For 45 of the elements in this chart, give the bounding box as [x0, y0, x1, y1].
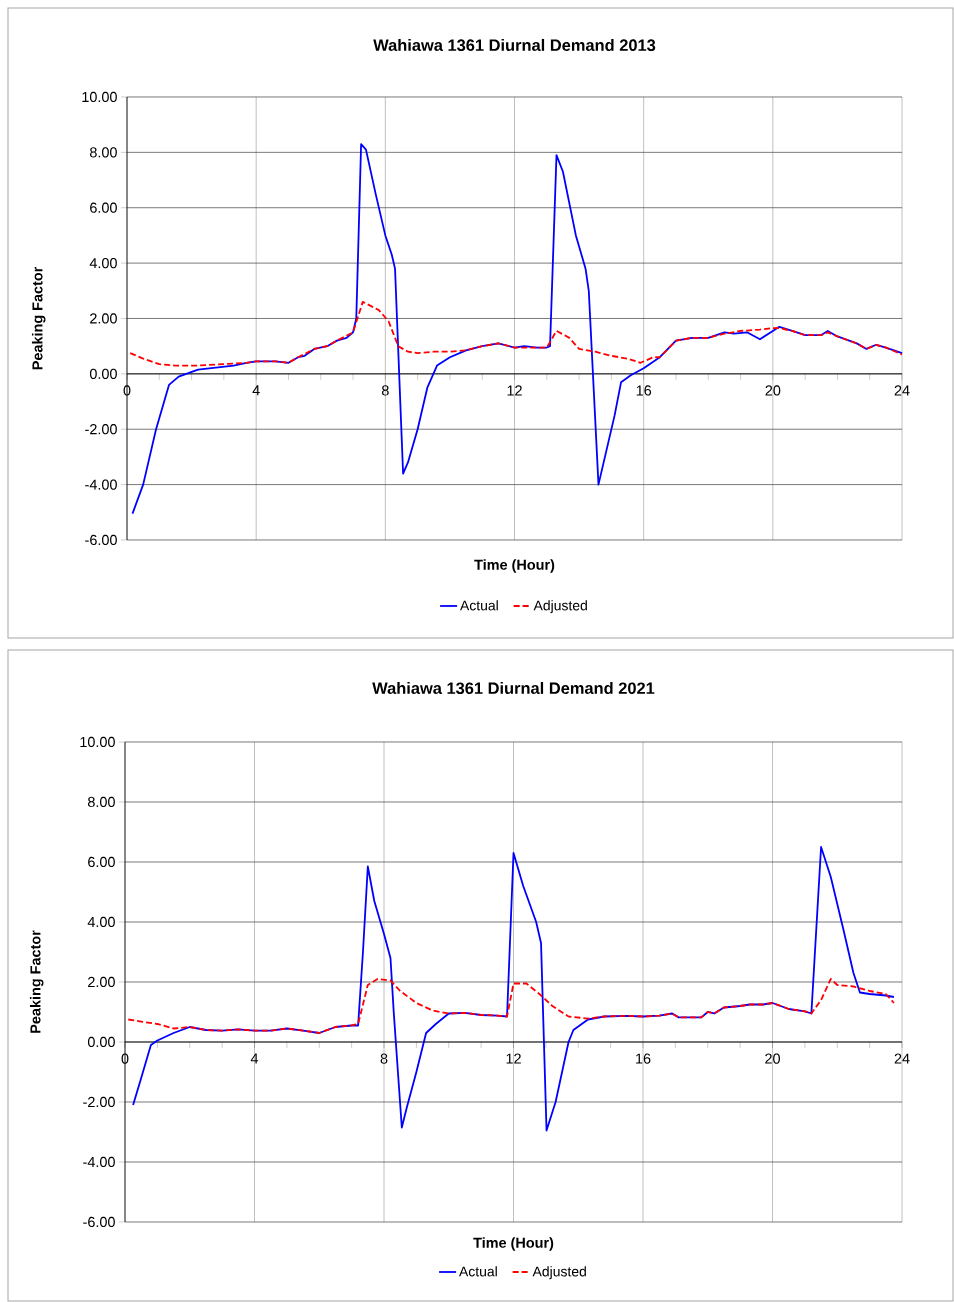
- y-tick-label: 0.00: [87, 1036, 115, 1048]
- x-tick-label: 24: [894, 385, 910, 396]
- y-axis-title: Peaking Factor: [29, 930, 44, 1033]
- y-tick-label: -6.00: [83, 1216, 115, 1228]
- x-tick-label: 24: [894, 1053, 910, 1064]
- x-tick-label: 8: [381, 385, 389, 396]
- x-tick-label: 0: [123, 385, 131, 396]
- x-tick-label: 16: [636, 385, 652, 396]
- x-tick-label: 0: [121, 1053, 129, 1064]
- line-series: [132, 846, 895, 1132]
- y-tick-label: -4.00: [83, 1156, 115, 1168]
- line-series: [127, 978, 895, 1034]
- x-tick-label: 4: [252, 385, 260, 396]
- x-tick-label: 20: [765, 385, 781, 396]
- x-tick-label: 20: [765, 1053, 780, 1064]
- y-tick-label: -6.00: [85, 534, 117, 546]
- y-axis-title: Peaking Factor: [31, 266, 46, 370]
- y-tick-label: -2.00: [85, 424, 117, 435]
- legend-label: Actual: [460, 600, 498, 611]
- y-tick-label: 10.00: [80, 736, 115, 748]
- y-tick-label: 6.00: [88, 856, 115, 868]
- chart-title: Wahiawa 1361 Diurnal Demand 2013: [373, 38, 656, 52]
- x-tick-label: 12: [506, 1053, 521, 1064]
- x-tick-label: 4: [250, 1053, 259, 1064]
- y-tick-label: 4.00: [87, 916, 115, 928]
- x-tick-label: 16: [636, 1053, 651, 1064]
- legend-label: Adjusted: [532, 1266, 586, 1280]
- line-series: [129, 300, 903, 367]
- legend-label: Adjusted: [533, 600, 587, 614]
- y-tick-label: 2.00: [90, 313, 117, 324]
- y-tick-label: 8.00: [87, 796, 115, 808]
- y-tick-label: -4.00: [85, 479, 117, 490]
- y-tick-label: 4.00: [89, 257, 117, 269]
- y-tick-label: 8.00: [89, 147, 117, 158]
- y-tick-label: 2.00: [88, 976, 115, 988]
- x-axis-title: Time (Hour): [473, 1237, 554, 1251]
- legend-label: Actual: [459, 1266, 497, 1277]
- y-tick-label: 6.00: [90, 202, 117, 213]
- x-tick-label: 12: [507, 385, 522, 396]
- y-tick-label: -2.00: [83, 1096, 115, 1108]
- chart-title: Wahiawa 1361 Diurnal Demand 2021: [372, 681, 655, 695]
- y-tick-label: 10.00: [82, 91, 117, 103]
- y-tick-label: 0.00: [89, 368, 117, 379]
- x-tick-label: 8: [380, 1053, 388, 1064]
- x-axis-title: Time (Hour): [474, 559, 555, 573]
